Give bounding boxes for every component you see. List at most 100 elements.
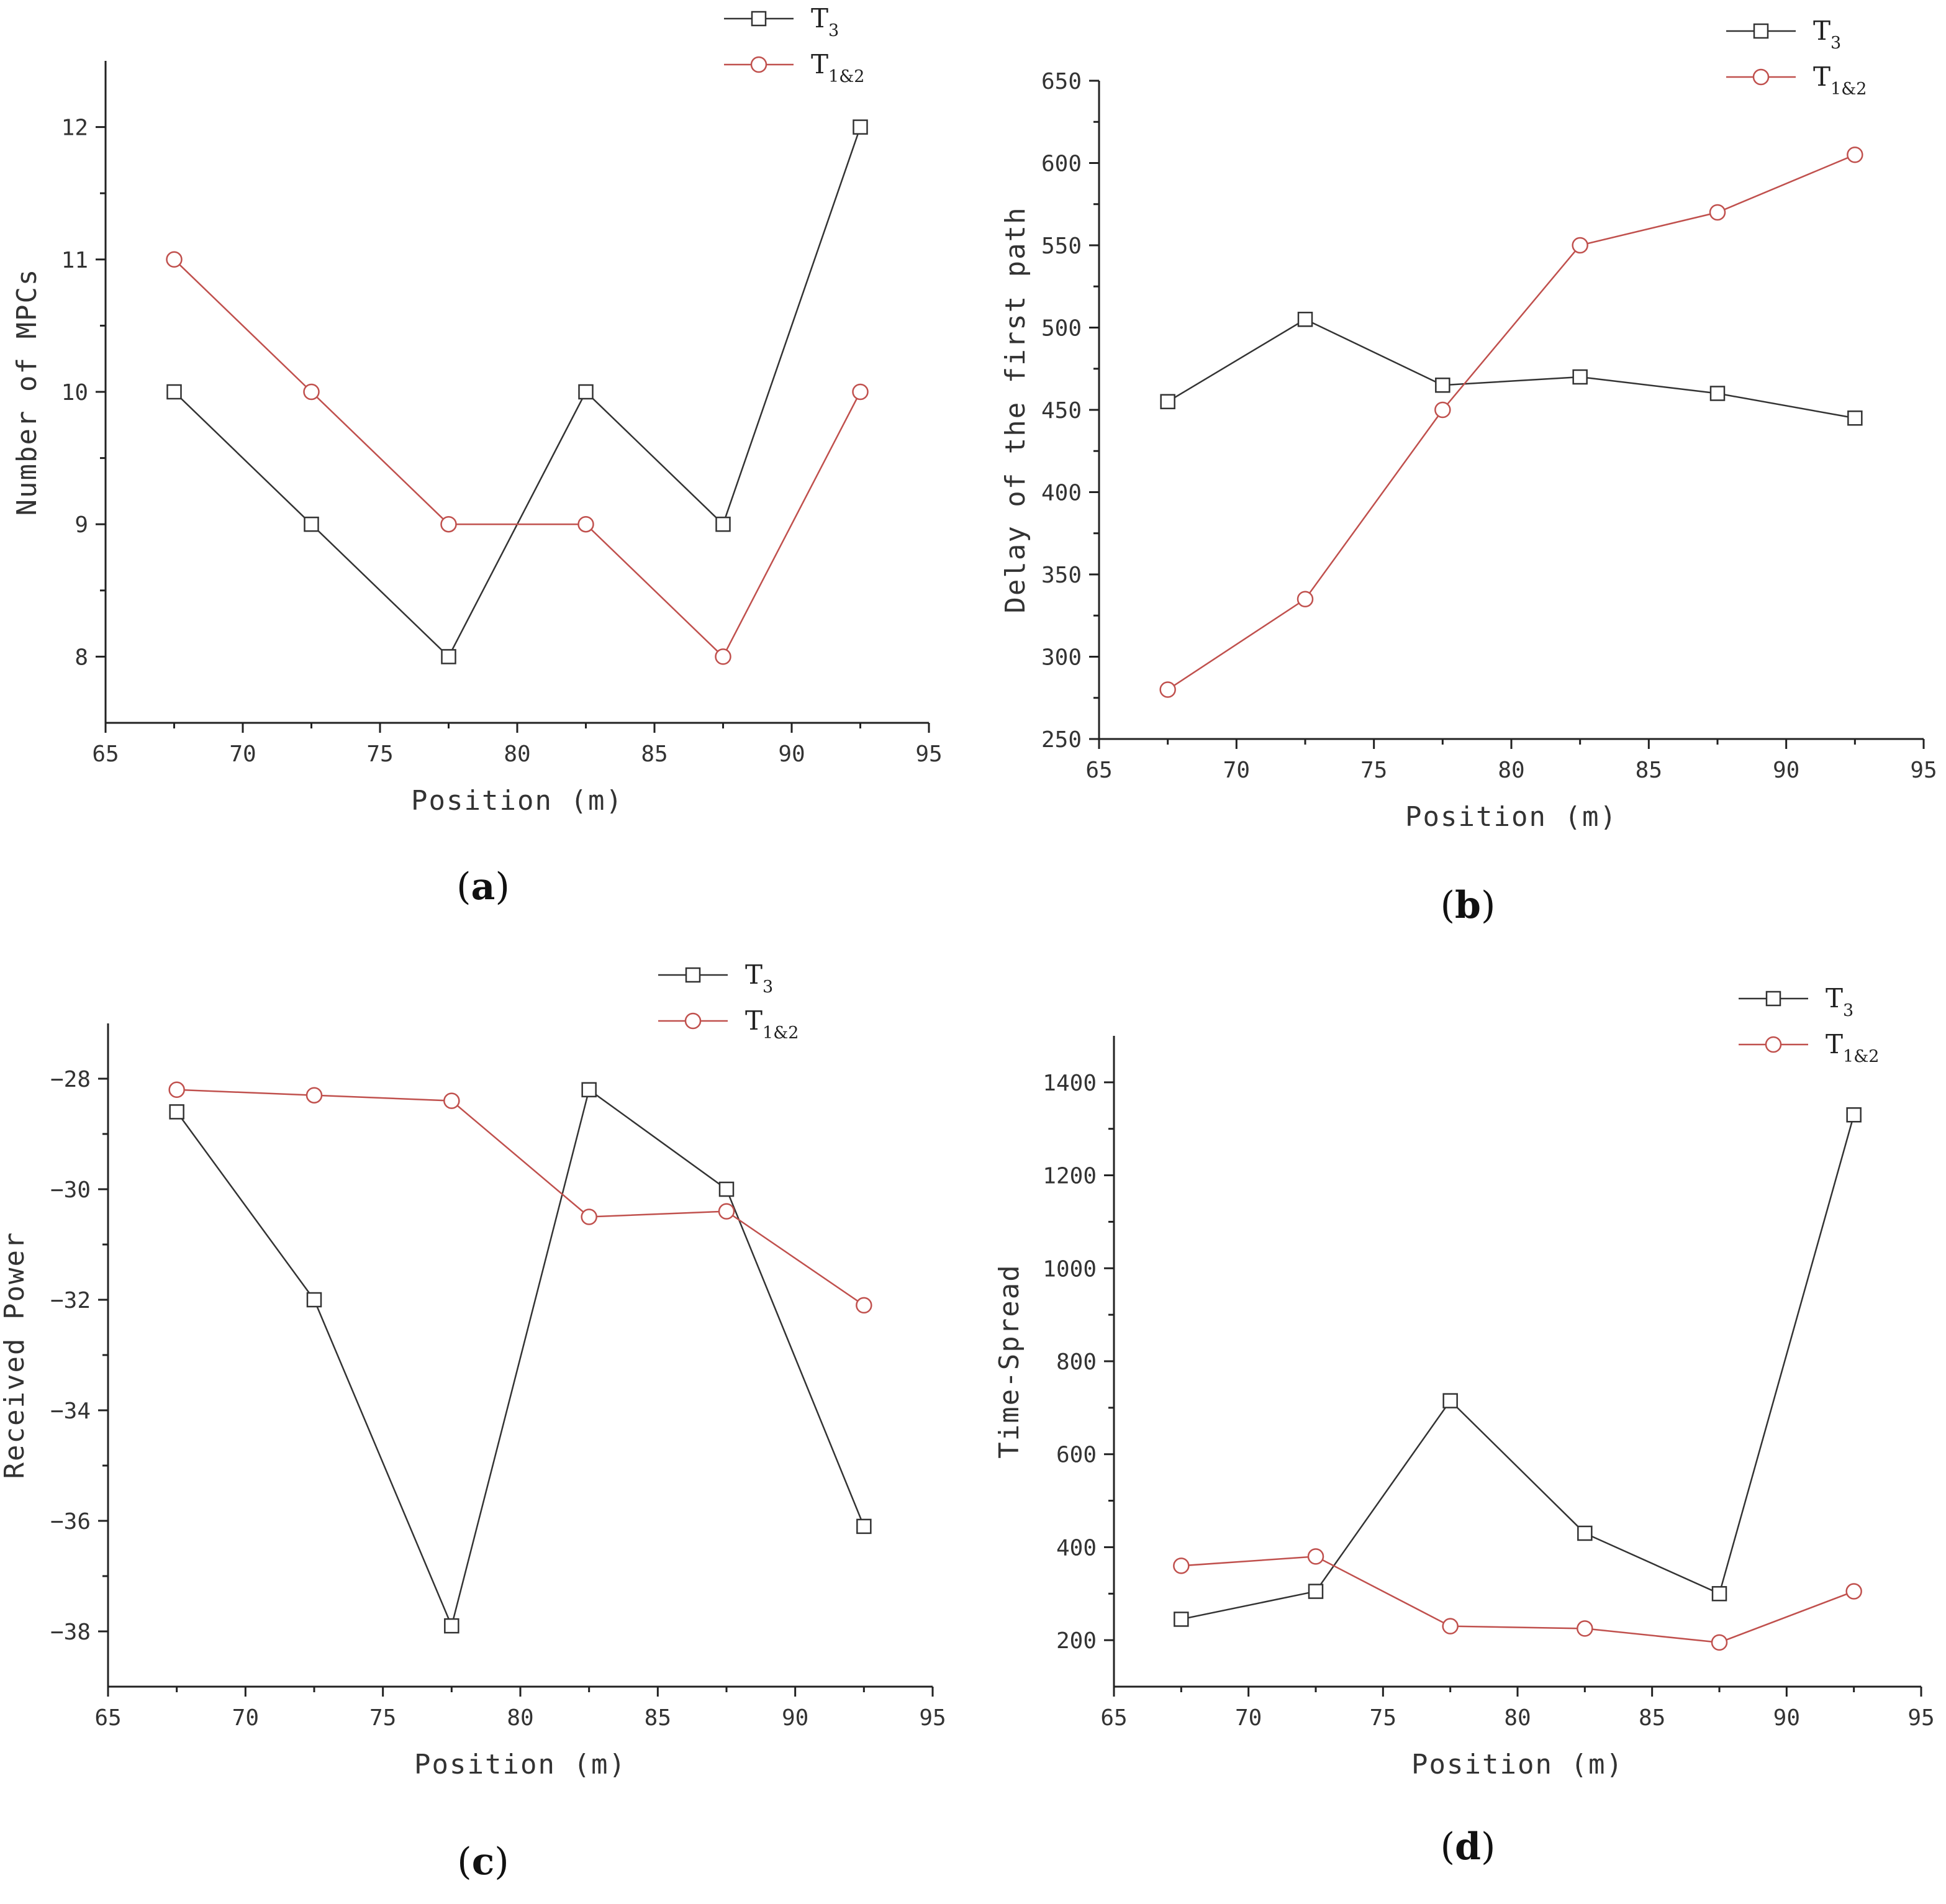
x-tick-label: 75 — [1360, 758, 1387, 783]
y-tick-label: 9 — [75, 512, 88, 538]
legend-marker-square — [751, 11, 767, 27]
data-point-circle — [305, 1087, 323, 1104]
y-tick-label: 400 — [1041, 481, 1082, 506]
data-point-circle — [1572, 237, 1588, 254]
legend-entry: T1&2 — [1726, 61, 1867, 99]
data-point-circle — [1442, 1618, 1459, 1634]
y-tick-label: −30 — [50, 1177, 91, 1203]
x-tick-label: 90 — [778, 741, 805, 767]
data-point-square — [304, 516, 319, 532]
y-tick-label: −34 — [50, 1399, 91, 1424]
x-tick-label: 80 — [507, 1705, 533, 1731]
data-point-circle — [166, 251, 183, 268]
x-tick-label: 65 — [1085, 758, 1112, 783]
x-tick-label: 75 — [1370, 1705, 1396, 1731]
legend-label-subscript: 1&2 — [1843, 1047, 1879, 1066]
data-point-circle — [168, 1081, 185, 1099]
data-point-square — [578, 384, 594, 400]
data-point-square — [1572, 369, 1588, 385]
y-tick-label: 250 — [1041, 727, 1082, 753]
data-point-square — [1442, 1393, 1458, 1408]
legend-label: T3 — [1826, 983, 1853, 1020]
y-tick-label: 600 — [1056, 1443, 1097, 1468]
legend-label-subscript: 3 — [1831, 34, 1841, 53]
legend-label-subscript: 3 — [828, 21, 839, 40]
legend-marker-circle — [684, 1012, 702, 1030]
series-line-t1and2 — [176, 1089, 865, 1306]
data-point-circle — [581, 1208, 597, 1225]
panel-label: (b) — [1441, 884, 1496, 927]
x-axis-title: Position (m) — [411, 785, 623, 817]
data-point-circle — [440, 515, 457, 533]
x-tick-label: 80 — [1504, 1705, 1531, 1731]
x-tick-label: 80 — [504, 741, 530, 767]
data-point-square — [166, 384, 182, 400]
x-tick-label: 75 — [369, 1705, 396, 1731]
x-tick-label: 70 — [229, 741, 256, 767]
legend-entry: T1&2 — [658, 1005, 799, 1043]
data-point-circle — [1847, 147, 1863, 163]
legend-label: T1&2 — [745, 1005, 799, 1043]
legend-label-subscript: 1&2 — [763, 1023, 799, 1043]
y-tick-label: 400 — [1056, 1535, 1097, 1561]
legend-entry: T3 — [724, 3, 839, 40]
legend-entry: T3 — [1739, 983, 1853, 1020]
y-tick-label: 300 — [1041, 645, 1082, 671]
data-point-circle — [852, 383, 869, 401]
series-line-t3 — [1181, 1114, 1855, 1620]
y-tick-label: −32 — [50, 1288, 91, 1313]
legend-entry: T3 — [658, 959, 773, 997]
x-axis-title: Position (m) — [1411, 1749, 1624, 1780]
data-point-circle — [715, 648, 731, 665]
legend-label-subscript: 1&2 — [828, 67, 864, 86]
legend-marker-square — [685, 967, 701, 983]
data-point-square — [715, 516, 731, 532]
x-tick-label: 65 — [92, 741, 119, 767]
legend-marker-circle — [1752, 68, 1770, 86]
x-tick-label: 85 — [641, 741, 668, 767]
data-point-square — [306, 1292, 322, 1308]
data-point-circle — [1297, 591, 1314, 607]
y-axis-title: Delay of the first path — [1000, 206, 1031, 613]
y-tick-label: 11 — [61, 248, 88, 273]
data-point-square — [853, 119, 868, 135]
y-tick-label: 500 — [1041, 316, 1082, 342]
y-tick-label: 600 — [1041, 152, 1082, 177]
legend-label: T3 — [811, 3, 839, 40]
x-tick-label: 70 — [1235, 1705, 1262, 1731]
data-point-square — [856, 1518, 872, 1535]
legend-marker-circle — [1765, 1036, 1782, 1053]
data-point-square — [1846, 1107, 1862, 1123]
x-tick-label: 65 — [94, 1705, 121, 1731]
x-tick-label: 70 — [232, 1705, 259, 1731]
panel-d: 65 70 75 80 85 90 95 200 400 600 800 1000 1200 1400 Po… — [993, 983, 1935, 1869]
panel-a: 65 70 75 80 85 90 95 8 9 10 11 12 Position (m) Number… — [11, 3, 943, 909]
x-tick-label: 95 — [1908, 1705, 1934, 1731]
x-tick-label: 95 — [1910, 758, 1937, 783]
legend-label: T3 — [745, 959, 773, 997]
series-line-t1and2 — [1181, 1556, 1855, 1644]
y-tick-label: −36 — [50, 1509, 91, 1535]
x-tick-label: 80 — [1498, 758, 1524, 783]
data-point-circle — [1159, 681, 1176, 698]
y-tick-label: 1400 — [1043, 1071, 1097, 1096]
data-point-circle — [718, 1203, 735, 1220]
x-tick-label: 90 — [1773, 1705, 1800, 1731]
data-point-circle — [1173, 1557, 1190, 1574]
legend-label: T1&2 — [1813, 61, 1867, 99]
data-point-square — [1435, 378, 1450, 393]
series-line-t3 — [1167, 318, 1855, 419]
panel-c: 65 70 75 80 85 90 95 −38 −36 −34 −32 −30 −28 Position… — [0, 959, 946, 1884]
legend-label-subscript: 3 — [763, 977, 773, 997]
y-tick-label: 1000 — [1043, 1256, 1097, 1282]
data-point-circle — [1709, 204, 1726, 221]
x-tick-label: 85 — [1636, 758, 1662, 783]
legend-label: T3 — [1813, 16, 1841, 53]
y-tick-label: 650 — [1041, 69, 1082, 94]
data-point-circle — [443, 1092, 460, 1109]
data-point-circle — [1711, 1634, 1728, 1651]
legend-label: T1&2 — [1826, 1029, 1879, 1066]
legend-marker-square — [1753, 23, 1769, 39]
legend-entry: T1&2 — [724, 49, 864, 86]
legend-entry: T3 — [1726, 16, 1841, 53]
